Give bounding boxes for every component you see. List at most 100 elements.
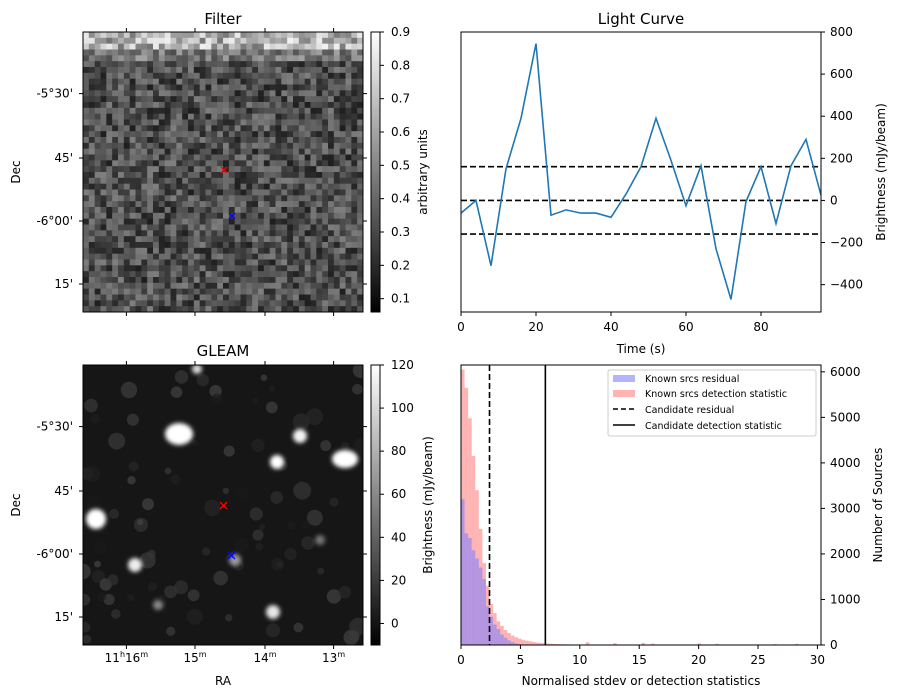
filter-pixel	[199, 224, 206, 231]
filter-pixel	[94, 236, 101, 243]
filter-pixel	[129, 224, 136, 231]
filter-pixel	[205, 277, 212, 284]
filter-pixel	[123, 224, 131, 231]
filter-pixel	[269, 55, 276, 62]
filter-pixel	[182, 201, 189, 208]
filter-pixel	[234, 282, 241, 290]
filter-pixel	[287, 166, 294, 173]
filter-pixel	[170, 247, 177, 255]
filter-pixel	[252, 195, 259, 202]
filter-pixel	[147, 189, 154, 196]
filter-pixel	[328, 271, 335, 278]
filter-pixel	[123, 84, 131, 91]
filter-pixel	[211, 201, 218, 208]
filter-pixel	[252, 242, 259, 249]
filter-pixel	[199, 247, 206, 255]
filter-pixel	[141, 183, 148, 190]
filter-pixel	[176, 96, 183, 103]
filter-pixel	[246, 253, 253, 260]
filter-red-marker	[220, 166, 228, 174]
filter-pixel	[351, 207, 358, 214]
filter-pixel	[310, 72, 317, 80]
filter-pixel	[88, 253, 96, 260]
filter-pixel	[141, 55, 148, 62]
filter-pixel	[170, 154, 177, 161]
filter-pixel	[135, 61, 142, 68]
filter-pixel	[228, 72, 236, 80]
filter-pixel	[240, 247, 247, 255]
filter-pixel	[258, 96, 265, 103]
filter-pixel	[339, 177, 346, 185]
filter-pixel	[287, 131, 294, 138]
filter-pixel	[316, 253, 323, 260]
filter-pixel	[281, 32, 288, 39]
filter-pixel	[275, 72, 282, 80]
filter-pixel	[246, 148, 253, 155]
filter-pixel	[240, 78, 247, 85]
filter-pixel	[153, 72, 160, 80]
filter-pixel	[147, 72, 154, 80]
filter-pixel	[281, 189, 288, 196]
filter-pixel	[345, 142, 352, 150]
filter-pixel	[287, 271, 294, 278]
gleam-noise-blob	[265, 623, 281, 638]
filter-pixel	[246, 212, 253, 220]
filter-pixel	[263, 172, 271, 179]
filter-pixel	[170, 282, 177, 290]
filter-pixel	[170, 32, 177, 39]
filter-pixel	[123, 72, 131, 80]
filter-pixel	[234, 90, 241, 97]
filter-pixel	[94, 212, 101, 220]
filter-pixel	[258, 160, 265, 167]
filter-pixel	[153, 119, 160, 126]
filter-pixel	[217, 37, 224, 45]
filter-pixel	[246, 277, 253, 284]
filter-pixel	[164, 300, 171, 307]
legend-label-candidate-detection: Candidate detection statistic	[645, 421, 782, 432]
filter-pixel	[263, 271, 271, 278]
filter-pixel	[333, 61, 341, 68]
filter-pixel	[123, 183, 131, 190]
filter-pixel	[298, 294, 306, 301]
filter-pixel	[153, 90, 160, 97]
filter-pixel	[83, 102, 90, 109]
filter-pixel	[193, 125, 201, 132]
filter-pixel	[153, 212, 160, 220]
filter-pixel	[310, 218, 317, 225]
filter-pixel	[223, 90, 230, 97]
filter-pixel	[252, 43, 259, 50]
filter-pixel	[164, 142, 171, 150]
filter-pixel	[129, 67, 136, 74]
filter-pixel	[135, 294, 142, 301]
light-curve-plot	[461, 43, 821, 300]
filter-pixel	[106, 224, 113, 231]
filter-pixel	[339, 277, 346, 284]
filter-pixel	[164, 72, 171, 80]
filter-pixel	[176, 247, 183, 255]
filter-pixel	[170, 189, 177, 196]
filter-pixel	[298, 154, 306, 161]
dec-tick-label: -6°00'	[36, 214, 73, 228]
filter-pixel	[240, 201, 247, 208]
filter-pixel	[246, 43, 253, 50]
filter-pixel	[211, 137, 218, 144]
filter-pixel	[199, 67, 206, 74]
filter-pixel	[158, 172, 166, 179]
filter-pixel	[147, 230, 154, 237]
filter-pixel	[88, 72, 96, 80]
filter-pixel	[287, 306, 294, 313]
detection-hist-tail-bar	[715, 643, 719, 645]
filter-pixel	[158, 271, 166, 278]
filter-pixel	[135, 107, 142, 115]
filter-pixel	[88, 37, 96, 45]
filter-pixel	[83, 84, 90, 91]
filter-pixel	[304, 230, 311, 237]
filter-pixel	[223, 49, 230, 56]
dec-tick-label: 45'	[54, 151, 73, 165]
filter-pixel	[100, 72, 107, 80]
filter-pixel	[158, 189, 166, 196]
filter-pixel	[223, 43, 230, 50]
filter-pixel	[310, 242, 317, 249]
gleam-noise-blob	[84, 398, 98, 413]
filter-pixel	[298, 137, 306, 144]
